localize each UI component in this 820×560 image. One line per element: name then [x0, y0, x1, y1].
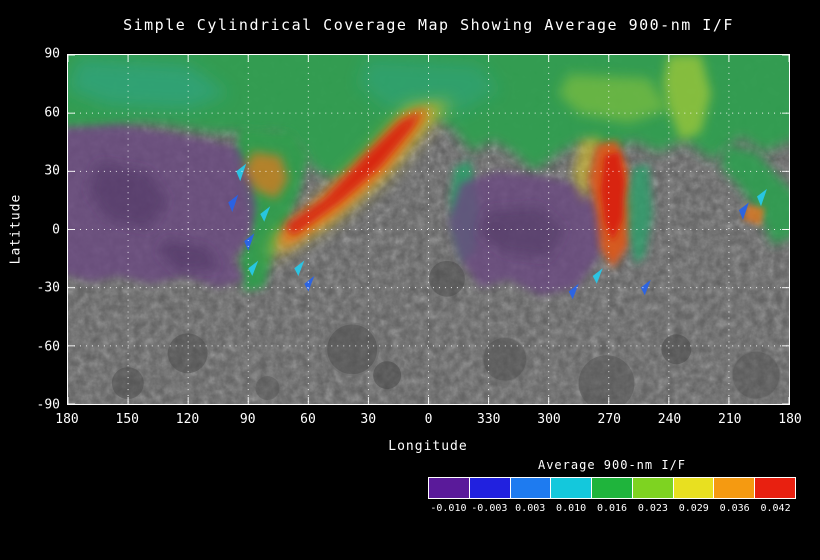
colorbar [428, 477, 796, 499]
colorbar-tick-label: 0.003 [515, 503, 546, 514]
x-axis-label: Longitude [388, 439, 468, 454]
colorbar-tick-label: 0.036 [719, 503, 750, 514]
region-purple-east-dark-patch [478, 206, 565, 259]
colorbar-tick-label: -0.010 [430, 503, 467, 514]
region-speck-cyan-f [236, 163, 247, 182]
region-speck-cyan-c [294, 260, 305, 277]
x-tick-label: 210 [718, 412, 742, 427]
region-green-tongue-right-of-streak [626, 163, 653, 265]
colorbar-segment-0 [429, 478, 469, 498]
region-speck-blue-a [244, 233, 255, 251]
y-tick-label: 60 [44, 105, 60, 120]
x-tick-label: 330 [477, 412, 501, 427]
colorbar-segment-2 [509, 478, 551, 498]
y-tick-label: -30 [36, 280, 60, 296]
x-tick-label: 30 [360, 412, 377, 427]
region-speck-cyan-b [260, 206, 271, 222]
y-tick-label: -60 [36, 339, 60, 354]
y-tick-label: -90 [36, 397, 60, 413]
region-orange-spot-east [742, 204, 765, 226]
colorbar-segment-7 [713, 478, 755, 498]
x-tick-label: 90 [239, 412, 256, 427]
x-tick-label: 60 [300, 412, 316, 427]
colorbar-segment-6 [672, 478, 714, 498]
region-speck-blue-b [304, 276, 315, 292]
region-purple-west-dark-patch-a [88, 161, 169, 230]
region-teal-patch-north-center [358, 58, 499, 114]
colorbar-segment-8 [754, 478, 796, 498]
colorbar-tick-labels: -0.010 -0.003 0.003 0.010 0.016 0.023 0.029 0.0… [428, 503, 796, 517]
region-yellow-edge-east-streak [572, 136, 601, 203]
region-red-band-diagonal [284, 109, 425, 238]
colorbar-tick-label: 0.042 [760, 503, 791, 514]
region-speck-cyan-a [248, 260, 259, 277]
colorbar-title: Average 900-nm I/F [537, 458, 687, 472]
x-tick-label: 150 [115, 412, 139, 427]
coverage-overlay [68, 55, 789, 300]
region-speck-cyan-d [592, 268, 603, 284]
region-speck-blue-d [640, 279, 651, 296]
colorbar-segment-3 [550, 478, 592, 498]
colorbar-segment-5 [631, 478, 673, 498]
colorbar-tick-label: 0.029 [678, 503, 709, 514]
region-yellowgreen-patch-north [558, 74, 669, 123]
colorbar-tick-label: -0.003 [471, 503, 508, 514]
plot-area [67, 54, 790, 405]
colorbar-tick-label: 0.010 [556, 503, 587, 514]
x-tick-label: 120 [175, 412, 200, 427]
region-orange-blob-west [244, 151, 289, 199]
region-speck-blue-c [568, 283, 579, 300]
x-tick-label: 0 [424, 412, 433, 427]
grid-layer [68, 55, 789, 404]
colorbar-tick-label: 0.023 [637, 503, 668, 514]
x-tick-label: 300 [537, 412, 561, 427]
region-speck-blue-f [228, 194, 239, 213]
x-axis-ticks: 180 150 120 90 60 30 0 330 300 270 240 210 180 [55, 412, 801, 430]
region-teal-patch-northwest [68, 58, 229, 110]
y-tick-label: 90 [44, 46, 60, 62]
region-speck-cyan-e [756, 188, 767, 207]
region-red-core-east-streak [600, 151, 625, 242]
colorbar-segment-4 [591, 478, 632, 498]
region-purple-west-dark-patch-b [158, 239, 219, 273]
chart-title: Simple Cylindrical Coverage Map Showing … [123, 16, 734, 34]
x-tick-label: 270 [597, 412, 621, 427]
region-speck-blue-e [738, 202, 749, 220]
region-yellow-streak-northeast [662, 55, 711, 141]
x-tick-label: 180 [55, 412, 79, 427]
colorbar-segment-1 [468, 478, 510, 498]
colorbar-tick-label: 0.016 [596, 503, 628, 514]
y-tick-label: 30 [44, 163, 60, 179]
coverage-map [68, 55, 789, 404]
y-tick-label: 0 [52, 222, 60, 237]
y-axis-ticks: 90 60 30 0 -30 -60 -90 [14, 47, 60, 413]
x-tick-label: 180 [778, 412, 802, 427]
x-tick-label: 240 [657, 412, 682, 427]
region-green-tongue-east [720, 144, 789, 246]
